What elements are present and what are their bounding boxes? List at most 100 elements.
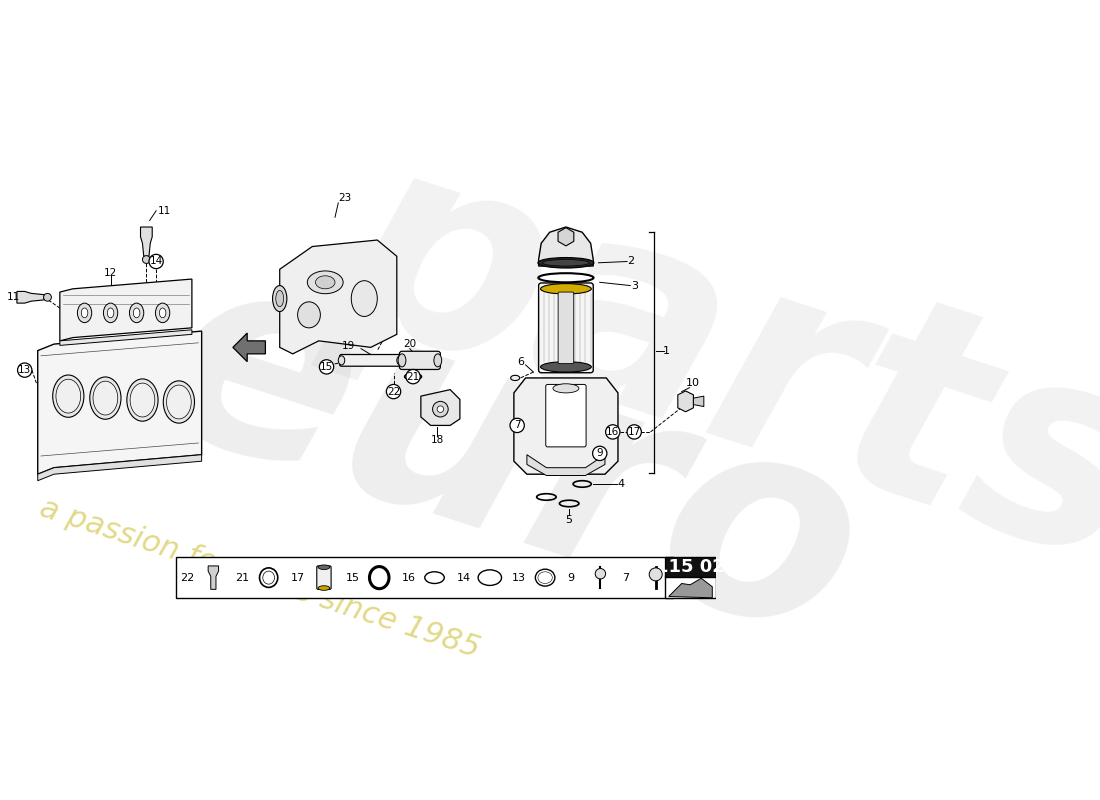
Text: 5: 5 (565, 514, 573, 525)
Circle shape (148, 254, 163, 269)
Polygon shape (233, 333, 265, 362)
FancyBboxPatch shape (666, 558, 715, 577)
Polygon shape (678, 391, 693, 412)
Text: 17: 17 (628, 427, 641, 437)
Ellipse shape (433, 354, 442, 367)
Circle shape (386, 385, 400, 398)
Circle shape (649, 568, 662, 581)
Ellipse shape (316, 276, 336, 289)
Text: 21: 21 (406, 372, 420, 382)
Text: 10: 10 (685, 378, 700, 388)
Text: 9: 9 (596, 448, 603, 458)
Text: a passion for parts since 1985: a passion for parts since 1985 (36, 494, 483, 663)
FancyBboxPatch shape (176, 558, 673, 598)
Text: 15: 15 (320, 362, 333, 372)
Circle shape (595, 569, 606, 579)
Text: 14: 14 (150, 257, 163, 266)
Circle shape (143, 256, 151, 263)
Text: 23: 23 (338, 193, 351, 202)
Text: 16: 16 (606, 427, 619, 437)
Text: 7: 7 (514, 421, 520, 430)
Ellipse shape (273, 286, 287, 311)
Text: 2: 2 (627, 257, 635, 266)
Ellipse shape (81, 308, 88, 318)
Text: 3: 3 (630, 281, 638, 290)
Ellipse shape (160, 308, 166, 318)
Ellipse shape (133, 308, 140, 318)
Polygon shape (669, 578, 713, 598)
Circle shape (406, 370, 420, 384)
Polygon shape (37, 331, 201, 474)
Text: 9: 9 (568, 573, 574, 582)
Ellipse shape (398, 354, 406, 367)
Ellipse shape (77, 303, 91, 322)
Polygon shape (37, 454, 201, 481)
Ellipse shape (90, 377, 121, 419)
Polygon shape (527, 454, 605, 475)
Text: 13: 13 (512, 573, 526, 582)
Polygon shape (16, 291, 44, 303)
Ellipse shape (56, 379, 80, 413)
Ellipse shape (163, 381, 195, 423)
Text: 17: 17 (290, 573, 305, 582)
Ellipse shape (540, 284, 592, 294)
Ellipse shape (108, 308, 113, 318)
Ellipse shape (166, 385, 191, 419)
Text: 14: 14 (456, 573, 471, 582)
Ellipse shape (351, 281, 377, 317)
Circle shape (432, 402, 448, 417)
Ellipse shape (130, 303, 144, 322)
Circle shape (319, 360, 333, 374)
Text: euro: euro (130, 222, 892, 700)
Ellipse shape (126, 379, 158, 421)
FancyBboxPatch shape (317, 566, 331, 590)
Ellipse shape (94, 381, 118, 415)
FancyBboxPatch shape (539, 283, 593, 373)
FancyBboxPatch shape (399, 351, 440, 370)
Ellipse shape (276, 290, 284, 306)
Text: 7: 7 (623, 573, 629, 582)
Ellipse shape (540, 362, 592, 372)
Text: 11: 11 (158, 206, 172, 216)
Polygon shape (279, 240, 397, 354)
Text: parts: parts (312, 108, 1100, 619)
Polygon shape (539, 227, 593, 266)
Circle shape (44, 294, 52, 301)
Text: 18: 18 (430, 435, 443, 446)
FancyBboxPatch shape (558, 292, 574, 364)
Text: 16: 16 (402, 573, 416, 582)
Text: 22: 22 (180, 573, 195, 582)
Ellipse shape (155, 303, 169, 322)
Text: 1: 1 (663, 346, 670, 356)
Text: 20: 20 (404, 339, 417, 349)
Ellipse shape (542, 259, 590, 266)
Polygon shape (514, 378, 618, 474)
Text: 22: 22 (387, 386, 400, 397)
Ellipse shape (397, 356, 404, 365)
Text: 4: 4 (618, 479, 625, 489)
Circle shape (18, 363, 32, 378)
Ellipse shape (553, 384, 579, 393)
Polygon shape (208, 566, 219, 590)
Polygon shape (558, 228, 574, 246)
Polygon shape (141, 227, 152, 256)
Text: 11: 11 (7, 292, 20, 302)
Ellipse shape (510, 375, 519, 381)
Ellipse shape (318, 565, 330, 570)
Text: 12: 12 (104, 267, 118, 278)
Text: 21: 21 (235, 573, 250, 582)
Text: 19: 19 (341, 341, 354, 351)
Circle shape (627, 425, 641, 439)
Polygon shape (59, 330, 191, 346)
FancyBboxPatch shape (666, 576, 715, 598)
Text: 15: 15 (346, 573, 360, 582)
Circle shape (606, 425, 620, 439)
Circle shape (510, 418, 525, 433)
Ellipse shape (53, 375, 84, 418)
Ellipse shape (318, 586, 330, 590)
Circle shape (437, 406, 443, 413)
Ellipse shape (103, 303, 118, 322)
Polygon shape (421, 390, 460, 426)
Polygon shape (59, 279, 191, 341)
Ellipse shape (339, 356, 344, 365)
